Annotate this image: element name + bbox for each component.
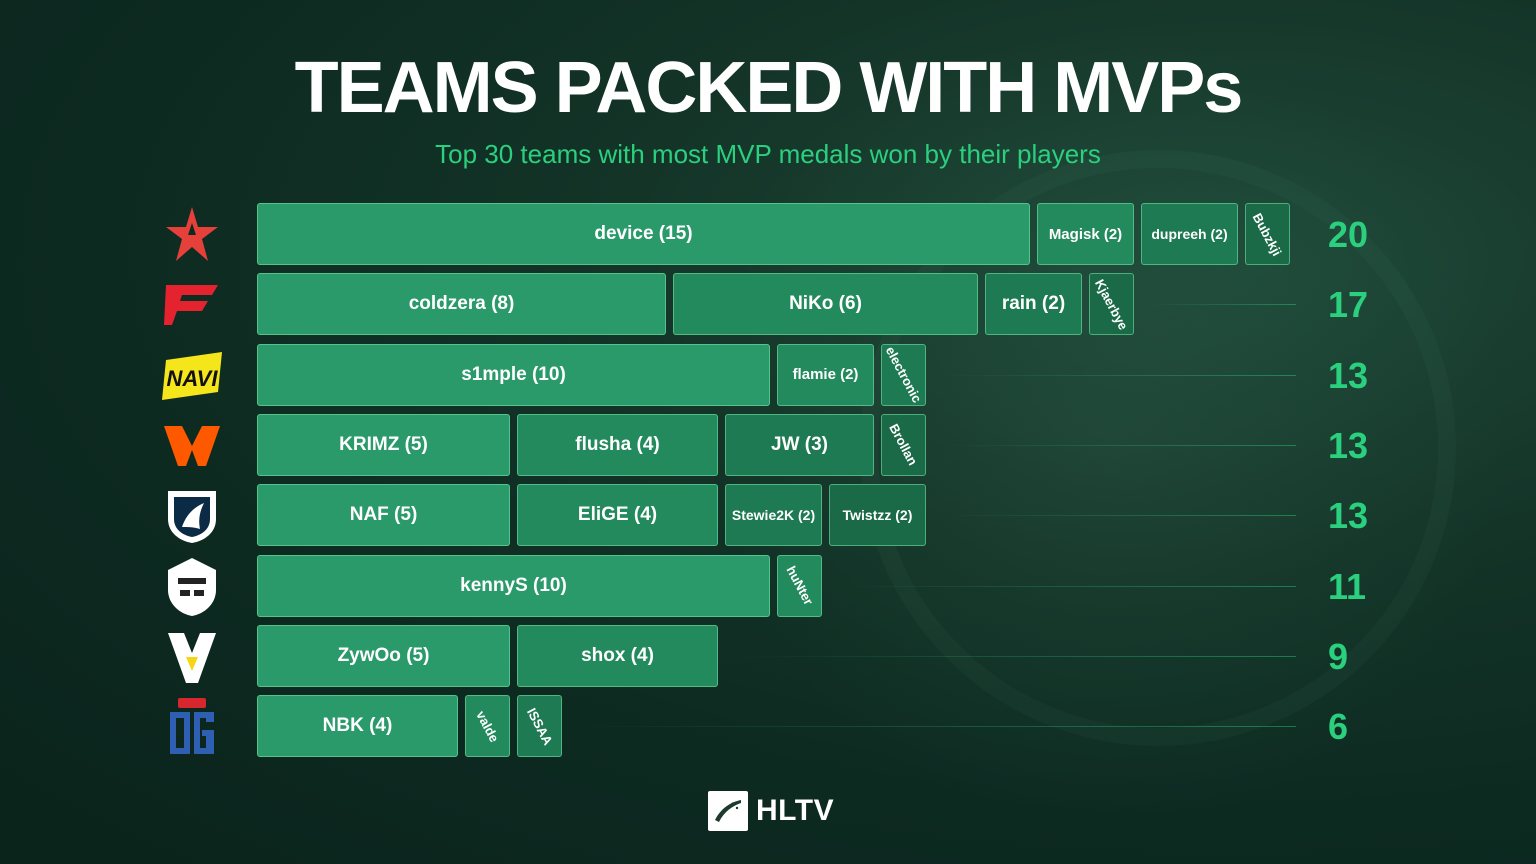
- guide-line: [839, 585, 1296, 587]
- team-row: NAVI s1mple (10) flamie (2) electronic 13: [0, 343, 1536, 408]
- segment-label: huNter: [783, 563, 816, 608]
- vitality-logo: [160, 627, 224, 687]
- guide-line: [943, 374, 1296, 376]
- segment-label: flusha (4): [575, 433, 660, 455]
- bar-segment: JW (3): [725, 413, 874, 476]
- team-total: 13: [1328, 495, 1369, 537]
- segment-label: NAF (5): [349, 504, 418, 526]
- segment-label: ZywOo (5): [337, 644, 430, 666]
- bar-segment: coldzera (8): [257, 273, 666, 336]
- team-row: device (15) Magisk (2) dupreeh (2) Bubzkji 2…: [0, 203, 1536, 267]
- og-logo: [160, 697, 224, 757]
- team-total: 11: [1328, 565, 1367, 607]
- segment-label: Twistzz (2): [842, 507, 913, 524]
- navi-logo: NAVI: [160, 346, 224, 406]
- team-total: 9: [1328, 635, 1349, 677]
- bar-segment: flamie (2): [777, 343, 874, 406]
- segment-label: EliGE (4): [577, 504, 658, 526]
- segment-label: Stewie2K (2): [731, 507, 816, 524]
- bar-segment: Bubzkji: [1245, 203, 1290, 265]
- team-row: kennyS (10) huNter 11: [0, 554, 1536, 619]
- segment-label: rain (2): [1001, 293, 1066, 315]
- bar-segment: NAF (5): [257, 484, 510, 547]
- bar-segment: Kjaerbye: [1089, 273, 1134, 336]
- svg-text:NAVI: NAVI: [167, 366, 219, 391]
- bar-segment: huNter: [777, 554, 822, 617]
- bar-segment: dupreeh (2): [1141, 203, 1238, 265]
- segment-label: ISSAA: [523, 705, 556, 748]
- team-row: coldzera (8) NiKo (6) rain (2) Kjaerbye 17: [0, 273, 1536, 337]
- hltv-wordmark: HLTV: [756, 794, 835, 827]
- chart-subtitle: Top 30 teams with most MVP medals won by…: [435, 139, 1101, 169]
- team-row: KRIMZ (5) flusha (4) JW (3) Brollan 13: [0, 413, 1536, 478]
- bar-segment: ZywOo (5): [257, 624, 510, 687]
- segment-label: electronic: [882, 343, 925, 406]
- bar-segment: electronic: [881, 343, 926, 406]
- team-row: NBK (4) valde ISSAA 6: [0, 695, 1536, 759]
- segment-label: kennyS (10): [460, 574, 567, 596]
- fnatic-logo: [160, 416, 224, 476]
- bar-segment: ISSAA: [517, 695, 562, 758]
- segment-label: s1mple (10): [461, 363, 566, 385]
- bar-segment: kennyS (10): [257, 554, 770, 617]
- bar-segment: KRIMZ (5): [257, 413, 510, 476]
- g2-logo: [160, 557, 224, 617]
- segment-label: coldzera (8): [408, 293, 515, 315]
- bar-segment: shox (4): [517, 624, 718, 687]
- chart-title: TEAMS PACKED WITH MVPs: [294, 48, 1244, 128]
- bar-segment: NBK (4): [257, 695, 458, 758]
- segment-label: Brollan: [886, 421, 921, 469]
- segment-label: JW (3): [771, 433, 828, 455]
- faze-logo: [160, 275, 224, 335]
- team-total: 13: [1328, 424, 1369, 466]
- bar-segment: NiKo (6): [673, 273, 978, 336]
- guide-line: [735, 655, 1296, 657]
- team-total: 20: [1328, 214, 1369, 255]
- team-total: 6: [1328, 706, 1349, 748]
- guide-line: [943, 444, 1296, 446]
- segment-label: device (15): [594, 223, 693, 244]
- bar-segment: Brollan: [881, 413, 926, 476]
- liquid-logo: [160, 486, 224, 546]
- guide-line: [579, 726, 1296, 728]
- guide-line: [943, 515, 1296, 517]
- bar-segment: Twistzz (2): [829, 484, 926, 547]
- team-total: 17: [1328, 284, 1369, 326]
- guide-line: [1151, 304, 1296, 306]
- segment-label: flamie (2): [792, 366, 859, 384]
- segment-label: dupreeh (2): [1151, 226, 1228, 242]
- segment-label: valde: [473, 707, 502, 745]
- segment-label: Magisk (2): [1048, 225, 1123, 243]
- team-row: ZywOo (5) shox (4) 9: [0, 624, 1536, 689]
- hltv-logo-icon: [708, 791, 748, 831]
- hltv-logo: HLTV: [708, 790, 834, 832]
- bar-segment: valde: [465, 695, 510, 758]
- astralis-logo: [160, 205, 224, 265]
- segment-label: shox (4): [581, 644, 654, 666]
- segment-label: Bubzkji: [1250, 210, 1285, 258]
- bar-segment: Stewie2K (2): [725, 484, 822, 547]
- team-row: NAF (5) EliGE (4) Stewie2K (2) Twistzz (2) 1…: [0, 484, 1536, 548]
- team-total: 13: [1328, 354, 1369, 396]
- bar-segment: EliGE (4): [517, 484, 718, 547]
- bar-segment: s1mple (10): [257, 343, 770, 406]
- segment-label: NBK (4): [322, 715, 393, 737]
- bar-segment: Magisk (2): [1037, 203, 1134, 265]
- bar-segment: device (15): [257, 203, 1030, 265]
- bar-segment: rain (2): [985, 273, 1082, 336]
- segment-label: NiKo (6): [789, 293, 862, 315]
- segment-label: Kjaerbye: [1091, 276, 1132, 333]
- segment-label: KRIMZ (5): [339, 433, 428, 455]
- bar-segment: flusha (4): [517, 413, 718, 476]
